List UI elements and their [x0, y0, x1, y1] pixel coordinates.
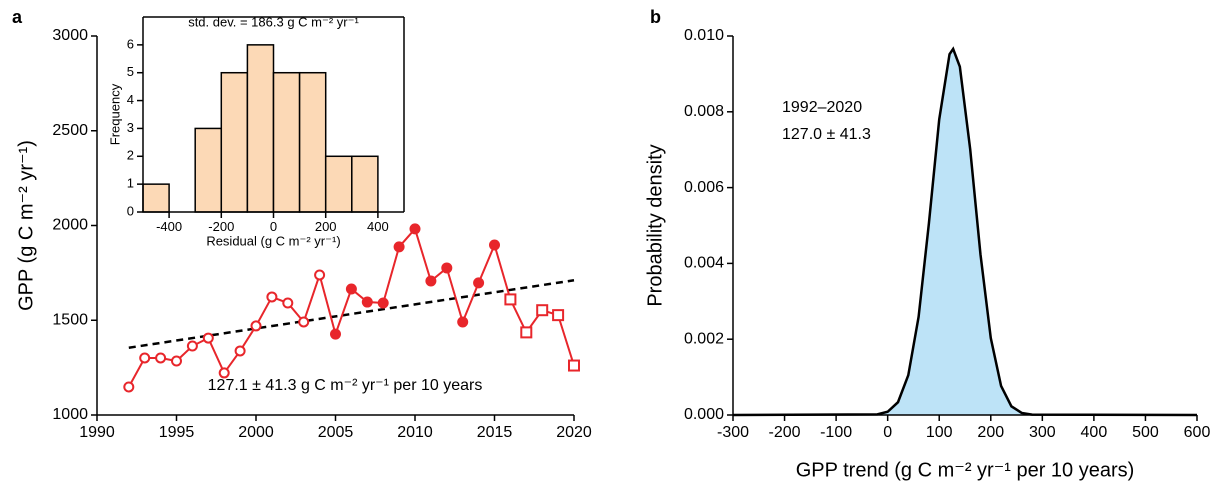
- y-axis-title: Probability density: [644, 144, 666, 306]
- annotation: 127.1 ± 41.3 g C m⁻² yr⁻¹ per 10 years: [208, 377, 483, 394]
- panel-label: b: [650, 7, 661, 27]
- marker: [504, 293, 517, 306]
- y-tick-label: 4: [127, 92, 134, 107]
- marker: [202, 332, 214, 344]
- x-tick-label: 300: [1029, 424, 1056, 441]
- marker: [520, 326, 533, 339]
- marker: [568, 359, 580, 372]
- histogram-bar: [351, 155, 379, 213]
- marker: [536, 304, 549, 317]
- x-tick-label: 2015: [477, 424, 513, 441]
- gpp-line: [334, 226, 496, 335]
- histogram-bar: [246, 44, 275, 213]
- marker: [441, 262, 453, 274]
- marker: [139, 352, 151, 364]
- x-tick-label: 500: [1132, 424, 1159, 441]
- x-tick-label: 2010: [397, 424, 433, 441]
- marker: [155, 352, 167, 364]
- x-tick-label: 2020: [556, 424, 592, 441]
- x-tick-label: 0: [270, 219, 277, 234]
- marker: [361, 296, 373, 308]
- marker: [552, 309, 565, 322]
- x-tick-label: 2005: [318, 424, 354, 441]
- x-tick-label: -100: [820, 424, 852, 441]
- y-tick-label: 0: [127, 203, 134, 218]
- x-tick-label: -300: [717, 424, 749, 441]
- y-axis-title: GPP (g C m⁻² yr⁻¹): [15, 140, 37, 311]
- marker: [298, 316, 310, 328]
- marker: [234, 345, 246, 357]
- histogram-bar: [298, 71, 327, 213]
- marker: [171, 355, 182, 367]
- marker: [250, 320, 262, 332]
- panel-label: a: [12, 7, 23, 27]
- x-tick-label: 1995: [159, 424, 195, 441]
- marker: [218, 367, 230, 379]
- x-tick-label: 0: [883, 424, 892, 441]
- marker: [377, 297, 389, 309]
- x-tick-label: 600: [1184, 424, 1211, 441]
- density-curve: [732, 46, 1198, 417]
- x-tick-label: -200: [769, 424, 801, 441]
- marker: [123, 381, 135, 393]
- marker: [330, 328, 341, 340]
- y-tick-label: 1: [127, 176, 134, 191]
- x-tick-label: 1990: [79, 424, 115, 441]
- annotation: 127.0 ± 41.3: [782, 126, 871, 143]
- y-tick-label: 3: [127, 120, 134, 135]
- histogram-bar: [142, 183, 170, 213]
- marker: [314, 269, 326, 281]
- inset-title: std. dev. = 186.3 g C m⁻² yr⁻¹: [188, 14, 359, 29]
- y-tick-label: 0.008: [684, 103, 724, 120]
- marker: [409, 223, 421, 235]
- trend-line: [128, 279, 575, 349]
- y-tick-label: 1000: [52, 406, 88, 423]
- x-tick-label: 400: [1081, 424, 1108, 441]
- y-tick-label: 0.006: [684, 179, 724, 196]
- y-tick-label: 0.002: [684, 330, 724, 347]
- y-tick-label: 6: [127, 36, 134, 51]
- marker: [282, 297, 294, 309]
- x-tick-label: -200: [208, 219, 234, 234]
- marker: [345, 283, 357, 295]
- y-tick-label: 2000: [52, 217, 88, 234]
- marker: [425, 275, 437, 287]
- histogram-bar: [272, 71, 301, 213]
- y-tick-label: 2500: [52, 122, 88, 139]
- y-tick-label: 1500: [52, 311, 88, 328]
- y-tick-label: 0.000: [684, 406, 724, 423]
- x-axis-title: Residual (g C m⁻² yr⁻¹): [206, 233, 340, 248]
- marker: [473, 277, 485, 289]
- histogram-bar: [194, 127, 223, 213]
- x-tick-label: 400: [367, 219, 389, 234]
- y-tick-label: 0.010: [684, 27, 724, 44]
- y-axis-title: Frequency: [107, 83, 122, 145]
- marker: [489, 239, 500, 251]
- x-axis-title: GPP trend (g C m⁻² yr⁻¹ per 10 years): [796, 459, 1135, 481]
- marker: [457, 316, 469, 328]
- y-tick-label: 0.004: [684, 255, 724, 272]
- x-tick-label: 200: [315, 219, 337, 234]
- x-tick-label: 2000: [238, 424, 274, 441]
- x-tick-label: 100: [926, 424, 953, 441]
- x-tick-label: -400: [156, 219, 182, 234]
- annotation: 1992–2020: [782, 99, 862, 116]
- connector: [318, 274, 337, 335]
- histogram-bar: [220, 71, 249, 213]
- marker: [393, 241, 405, 253]
- x-tick-label: 200: [977, 424, 1004, 441]
- connector: [493, 244, 512, 300]
- density-area: [733, 48, 1197, 416]
- y-tick-label: 3000: [52, 27, 88, 44]
- y-tick-label: 2: [127, 148, 134, 163]
- y-tick-label: 5: [127, 64, 134, 79]
- marker: [186, 340, 198, 352]
- histogram-bar: [324, 155, 353, 213]
- marker: [266, 291, 278, 303]
